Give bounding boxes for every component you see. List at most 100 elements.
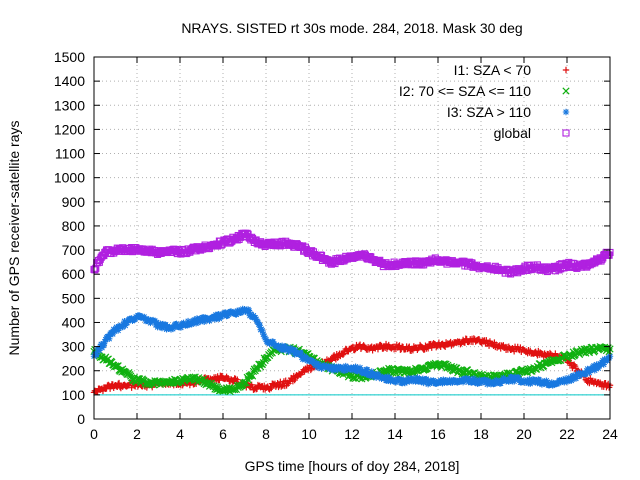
- legend: I1: SZA < 70 I2: 70 <= SZA <= 110 I3: SZA …: [399, 62, 570, 141]
- data-point-fill: [132, 315, 139, 323]
- data-point-fill: [91, 266, 99, 274]
- data-point-fill: [110, 326, 117, 333]
- data-point-fill: [252, 315, 260, 323]
- data-point-fill: [109, 330, 117, 338]
- data-point-fill: [439, 380, 446, 387]
- data-point-fill: [508, 373, 515, 381]
- legend-marker: [562, 66, 570, 74]
- y-tick-label: 700: [62, 242, 86, 258]
- data-point-fill: [269, 338, 277, 346]
- data-point-fill: [463, 375, 470, 382]
- data-point-fill: [583, 367, 590, 375]
- data-point-fill: [258, 325, 265, 333]
- data-point-fill: [111, 328, 118, 335]
- y-tick-label: 0: [77, 411, 85, 427]
- data-point-fill: [254, 319, 262, 326]
- data-point-fill: [177, 324, 185, 331]
- y-tick-label: 300: [62, 339, 86, 355]
- data-point-fill: [528, 379, 536, 386]
- x-tick-label: 0: [90, 426, 98, 442]
- data-point-fill: [249, 235, 257, 243]
- y-tick-label: 400: [62, 314, 86, 330]
- data-point-fill: [215, 311, 222, 318]
- data-point-fill: [100, 342, 108, 349]
- chart-title: NRAYS. SISTED rt 30s mode. 284, 2018. Ma…: [181, 20, 522, 36]
- data-point-fill: [291, 376, 298, 384]
- data-point-fill: [463, 366, 472, 374]
- data-point-fill: [303, 354, 310, 362]
- data-point-fill: [411, 376, 418, 383]
- data-point-fill: [595, 365, 602, 372]
- data-point-fill: [576, 348, 585, 356]
- series-3: [90, 305, 614, 389]
- x-axis-label: GPS time [hours of doy 284, 2018]: [245, 458, 460, 474]
- x-tick-label: 4: [176, 426, 184, 442]
- data-point-fill: [544, 378, 551, 386]
- legend-label: I2: 70 <= SZA <= 110: [399, 83, 531, 99]
- data-point-fill: [605, 384, 613, 391]
- data-point-fill: [245, 307, 253, 314]
- data-point-fill: [239, 305, 246, 313]
- data-point-fill: [313, 360, 321, 367]
- data-point-fill: [173, 320, 180, 328]
- data-point-fill: [381, 374, 389, 381]
- data-point-fill: [205, 315, 212, 323]
- data-point-fill: [356, 364, 364, 371]
- data-point-fill: [470, 375, 478, 382]
- data-point-fill: [189, 320, 196, 327]
- data-point-fill: [196, 315, 203, 322]
- data-point-fill: [304, 355, 312, 363]
- data-point-fill: [588, 365, 596, 372]
- data-point-fill: [292, 347, 299, 354]
- x-tick-label: 10: [301, 426, 317, 442]
- data-point-fill: [121, 318, 128, 325]
- data-point-fill: [234, 376, 241, 383]
- data-point-fill: [572, 375, 580, 382]
- data-point: [101, 338, 108, 345]
- data-point-fill: [515, 374, 522, 381]
- x-tick-label: 22: [559, 426, 575, 442]
- data-point-fill: [156, 323, 163, 330]
- data-point-fill: [247, 310, 254, 318]
- data-point-fill: [275, 342, 282, 349]
- data-point-fill: [351, 366, 358, 373]
- x-tick-label: 20: [516, 426, 532, 442]
- data-point-fill: [233, 311, 240, 318]
- data-point-fill: [158, 324, 166, 332]
- axis-ticks: [93, 56, 611, 420]
- x-tick-label: 6: [219, 426, 227, 442]
- x-tick-labels: 0 2 4 6 8 10 12 14 16 18 20 22 24: [90, 426, 618, 442]
- data-point-fill: [261, 332, 268, 340]
- data-point-fill: [218, 313, 225, 320]
- data-point-fill: [123, 319, 131, 326]
- data-point-fill: [114, 327, 122, 334]
- data-point-fill: [256, 322, 263, 329]
- data-point-fill: [106, 335, 113, 342]
- data-point-fill: [153, 319, 160, 326]
- y-tick-label: 200: [62, 363, 86, 379]
- data-point-fill: [311, 359, 318, 367]
- data-point-fill: [164, 323, 171, 330]
- data-point-fill: [476, 378, 484, 386]
- y-tick-label: 1200: [54, 121, 85, 137]
- data-point-fill: [218, 310, 226, 318]
- series-4: [90, 229, 614, 278]
- data-point-fill: [297, 349, 305, 357]
- data-point-fill: [536, 376, 543, 384]
- y-tick-label: 800: [62, 218, 86, 234]
- data-point-fill: [498, 377, 505, 384]
- grid: [94, 57, 610, 419]
- data-point-fill: [504, 376, 512, 383]
- data-point-fill: [285, 348, 292, 355]
- data-point-fill: [562, 375, 569, 382]
- data-point-fill: [165, 325, 172, 332]
- legend-marker: [562, 87, 570, 95]
- data-point-fill: [258, 360, 267, 369]
- data-point-fill: [582, 370, 590, 378]
- x-tick-label: 12: [344, 426, 360, 442]
- data-point-fill: [546, 349, 554, 357]
- data-point-fill: [102, 336, 109, 343]
- x-tick-label: 2: [133, 426, 141, 442]
- data-point-fill: [192, 320, 200, 327]
